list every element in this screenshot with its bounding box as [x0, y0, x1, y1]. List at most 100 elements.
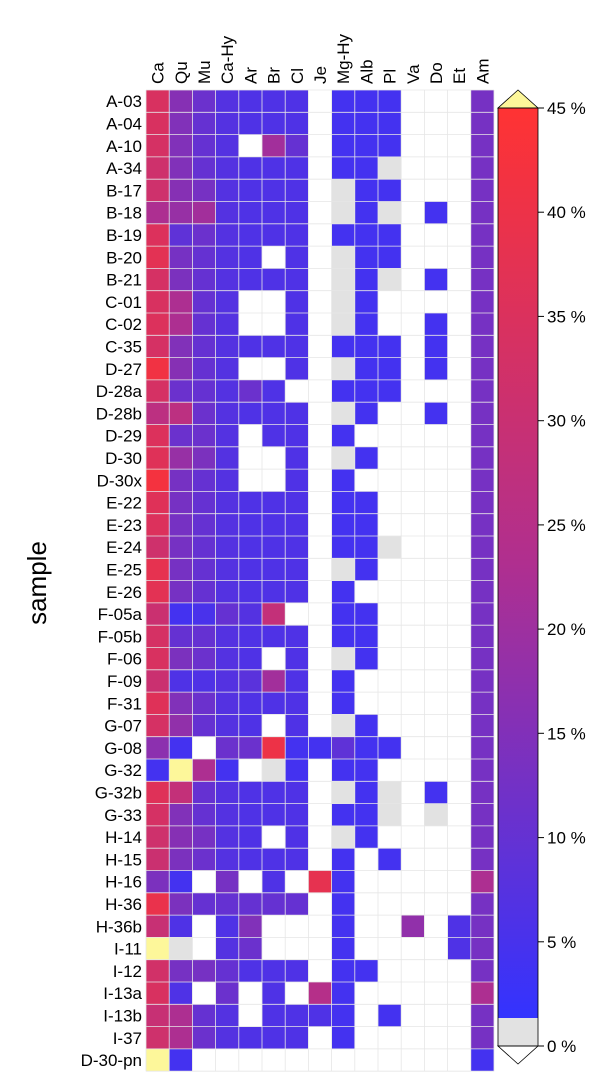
colorbar-tick-label: 30 % — [547, 412, 586, 431]
heatmap-cell — [354, 179, 378, 202]
row-label: F-05a — [98, 605, 143, 624]
heatmap-cell — [331, 513, 355, 536]
heatmap-cell — [215, 870, 239, 893]
heatmap-cell — [378, 937, 402, 960]
heatmap-cell — [192, 892, 216, 916]
heatmap-cell — [378, 223, 402, 247]
heatmap-cell — [192, 469, 216, 492]
heatmap-cell — [378, 379, 402, 403]
heatmap-cell — [285, 982, 309, 1005]
heatmap-cell — [215, 156, 239, 180]
heatmap-cell — [215, 625, 239, 648]
row-label: H-36b — [96, 917, 142, 936]
heatmap-cell — [354, 402, 378, 425]
column-label: Va — [404, 64, 423, 84]
heatmap-cell — [470, 736, 494, 759]
heatmap-cell — [401, 803, 425, 826]
heatmap-cell — [354, 602, 378, 626]
heatmap-cell — [447, 491, 471, 514]
heatmap-cell — [308, 156, 332, 180]
heatmap-cell — [401, 870, 425, 893]
heatmap-cell — [470, 982, 494, 1005]
heatmap-cell — [169, 1048, 193, 1072]
row-label: I-11 — [114, 940, 142, 959]
heatmap-cell — [285, 201, 309, 224]
heatmap-cell — [308, 112, 332, 135]
heatmap-cell — [285, 602, 309, 626]
heatmap-cell — [308, 825, 332, 849]
heatmap-cell — [192, 937, 216, 960]
heatmap-cell — [285, 692, 309, 715]
heatmap-cell — [215, 781, 239, 804]
heatmap-cell — [169, 959, 193, 982]
heatmap-cell — [308, 513, 332, 536]
heatmap-cell — [447, 714, 471, 737]
heatmap-cell — [238, 825, 262, 849]
heatmap-cell — [285, 357, 309, 380]
heatmap-cell — [238, 1048, 262, 1072]
heatmap-cell — [401, 491, 425, 514]
heatmap-cell — [447, 290, 471, 313]
column-label: Et — [450, 68, 469, 84]
row-label: C-35 — [105, 337, 142, 356]
heatmap-cell — [238, 469, 262, 492]
heatmap-cell — [424, 335, 448, 358]
heatmap-cell — [447, 959, 471, 982]
heatmap-cell — [262, 379, 286, 403]
heatmap-cell — [169, 982, 193, 1005]
column-label: Ca-Hy — [218, 35, 237, 84]
heatmap-cell — [470, 536, 494, 559]
row-label: I-12 — [113, 962, 142, 981]
heatmap-cell — [285, 736, 309, 759]
heatmap-cell — [424, 179, 448, 202]
heatmap-cell — [354, 803, 378, 826]
heatmap-cell — [169, 714, 193, 737]
heatmap-cell — [308, 602, 332, 626]
heatmap-cell — [285, 536, 309, 559]
heatmap-cell — [262, 669, 286, 693]
heatmap-cell — [308, 892, 332, 916]
heatmap-cell — [354, 959, 378, 982]
heatmap-cell — [470, 112, 494, 135]
heatmap-cell — [424, 1026, 448, 1049]
heatmap-cell — [470, 313, 494, 336]
row-label: I-13a — [103, 984, 142, 1003]
heatmap-cell — [169, 268, 193, 291]
heatmap-cell — [192, 870, 216, 893]
heatmap-cell — [308, 268, 332, 291]
heatmap-cell — [238, 580, 262, 603]
heatmap-cell — [215, 491, 239, 514]
heatmap-cell — [331, 982, 355, 1005]
heatmap-cell — [424, 112, 448, 135]
heatmap-cell — [146, 268, 170, 291]
heatmap-cell — [354, 1026, 378, 1049]
heatmap-cell — [262, 335, 286, 358]
heatmap-cell — [354, 759, 378, 782]
heatmap-cell — [378, 246, 402, 269]
heatmap-cell — [215, 313, 239, 336]
heatmap-cell — [262, 134, 286, 157]
heatmap-cell — [308, 625, 332, 648]
heatmap-cell — [262, 402, 286, 425]
heatmap-cell — [331, 268, 355, 291]
heatmap-cell — [424, 379, 448, 403]
heatmap-cell — [378, 982, 402, 1005]
heatmap-cell — [285, 1004, 309, 1027]
heatmap-cell — [470, 469, 494, 492]
heatmap-cell — [262, 692, 286, 715]
heatmap-cell — [401, 290, 425, 313]
heatmap-cell — [215, 357, 239, 380]
heatmap-cell — [308, 446, 332, 470]
heatmap-cell — [169, 223, 193, 247]
heatmap-cell — [354, 736, 378, 759]
heatmap-cell — [192, 602, 216, 626]
heatmap-cell — [308, 669, 332, 693]
heatmap-cell — [285, 1048, 309, 1072]
heatmap-cell — [447, 469, 471, 492]
heatmap-cell — [169, 424, 193, 447]
heatmap-cell — [308, 937, 332, 960]
colorbar-under-triangle — [496, 1045, 540, 1065]
row-label: D-28b — [96, 404, 142, 423]
heatmap-cell — [470, 848, 494, 871]
heatmap-cell — [424, 825, 448, 849]
